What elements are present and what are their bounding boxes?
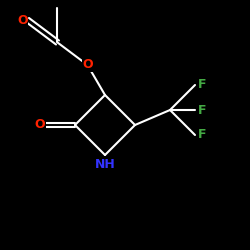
Text: NH: NH [94, 158, 116, 172]
Text: O: O [82, 58, 93, 71]
Text: F: F [198, 78, 207, 92]
Text: F: F [198, 128, 207, 141]
Text: O: O [35, 118, 45, 132]
Text: O: O [17, 14, 28, 26]
Text: F: F [198, 104, 207, 117]
